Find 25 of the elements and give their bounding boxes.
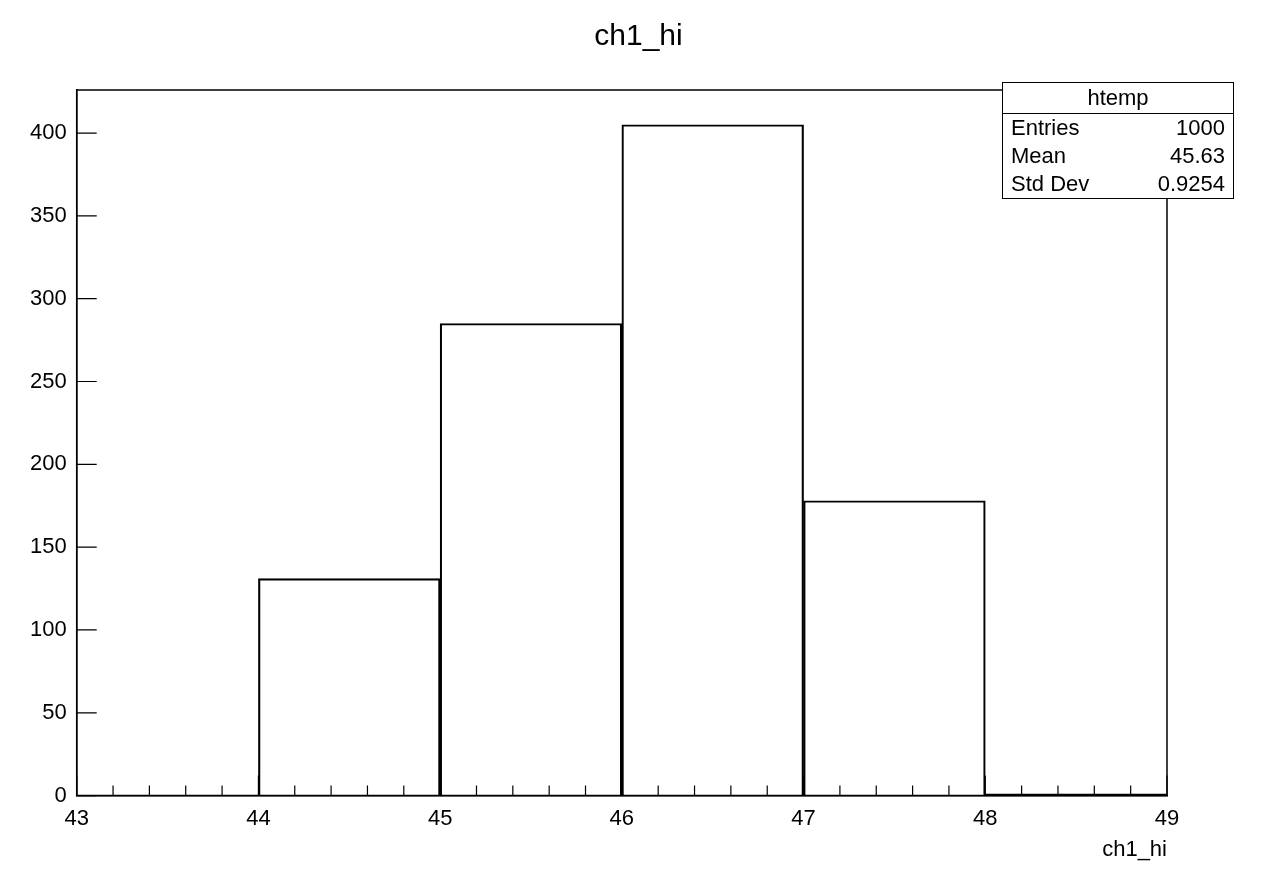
x-tick-label: 43 [64, 804, 89, 830]
text: 45.63 [1169, 143, 1225, 169]
annotation: Entries [1011, 115, 1080, 141]
y-tick-label: 0 [54, 781, 67, 807]
x-tick-label: 46 [609, 804, 635, 830]
annotation: 0.9254 [1157, 171, 1225, 197]
annotation: Std Dev [1011, 171, 1090, 197]
x-tick-label: 48 [973, 804, 998, 830]
chart-title: ch1_hi [593, 18, 684, 52]
x-tick-label: 45 [427, 804, 453, 830]
x-axis-title: ch1_hi [1102, 836, 1167, 862]
y-tick-label: 200 [29, 450, 67, 476]
y-tick-label: 150 [29, 533, 67, 559]
annotation: htemp [1003, 83, 1233, 114]
y-tick-label: 400 [29, 119, 67, 145]
x-tick-label: 44 [246, 804, 271, 830]
x-tick-label: 49 [1154, 804, 1180, 830]
y-tick-label: 350 [29, 201, 67, 227]
y-tick-label: 300 [29, 284, 67, 310]
y-tick-label: 100 [29, 616, 67, 642]
x-tick-label: 47 [791, 804, 816, 830]
text: 1000 [1176, 115, 1225, 141]
y-tick-label: 50 [42, 698, 67, 724]
annotation: Mean [1011, 143, 1067, 169]
y-tick-label: 250 [29, 367, 67, 393]
